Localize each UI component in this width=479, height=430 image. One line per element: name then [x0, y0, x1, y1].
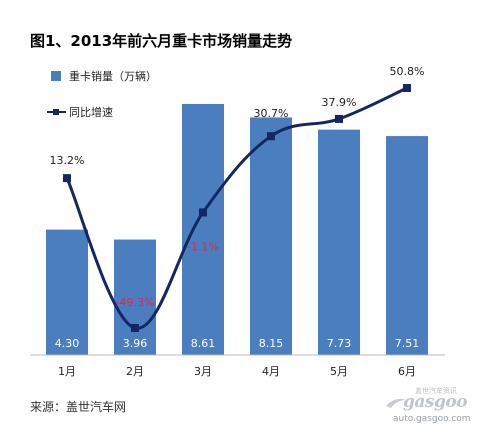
bar-value-label: 3.96 — [123, 337, 148, 350]
growth-marker — [335, 114, 343, 123]
x-axis-ticks: 1月 2月 3月 4月 5月 6月 — [58, 365, 416, 378]
x-tick-label: 3月 — [194, 365, 212, 378]
x-tick-label: 2月 — [126, 365, 144, 378]
x-tick-label: 5月 — [330, 365, 348, 378]
growth-value-label: 30.7% — [254, 107, 289, 120]
logo-swoosh-icon — [386, 398, 406, 408]
bar-value-label: 7.73 — [327, 337, 352, 350]
legend-line-marker — [53, 109, 59, 115]
bar-6 — [386, 136, 428, 355]
x-tick-label: 6月 — [398, 365, 416, 378]
bar-2 — [114, 239, 156, 355]
logo-cn-text: 盖世汽车资讯 — [415, 387, 457, 395]
bar-5 — [318, 129, 360, 355]
legend: 重卡销量（万辆） 同比增速 — [47, 69, 157, 119]
growth-marker — [403, 84, 411, 92]
growth-marker — [131, 324, 139, 332]
growth-marker — [63, 174, 71, 183]
growth-value-label: 37.9% — [322, 96, 357, 109]
chart-title: 图1、2013年前六月重卡市场销量走势 — [30, 32, 293, 50]
growth-series: 13.2% -49.3% -1.1% 30.7% 37.9% 50.8% — [50, 65, 425, 332]
growth-value-label: -1.1% — [187, 240, 219, 253]
bar-value-label: 4.30 — [55, 337, 80, 350]
x-tick-label: 1月 — [58, 365, 76, 378]
source-note: 来源：盖世汽车网 — [30, 400, 127, 414]
growth-marker — [199, 208, 207, 217]
x-tick-label: 4月 — [262, 365, 280, 378]
legend-bar-label: 重卡销量（万辆） — [69, 69, 157, 83]
logo-url-text: auto.gasgoo.com — [393, 414, 471, 424]
bar-value-label: 7.51 — [395, 337, 420, 350]
bar-1 — [46, 229, 88, 355]
bar-value-label: 8.61 — [191, 337, 216, 350]
growth-value-label: 50.8% — [390, 65, 425, 78]
bar-3 — [182, 104, 224, 355]
legend-line-label: 同比增速 — [69, 105, 113, 119]
gasgoo-logo: 盖世汽车资讯 gasgoo auto.gasgoo.com — [385, 387, 471, 426]
growth-value-label: 13.2% — [50, 154, 85, 167]
bar-value-label: 8.15 — [259, 337, 284, 350]
bar-series: 4.30 3.96 8.61 8.15 7.73 7.51 — [46, 104, 428, 355]
logo-main-text: gasgoo — [403, 392, 468, 412]
bar-4 — [250, 117, 292, 355]
growth-value-label: -49.3% — [116, 296, 155, 309]
growth-marker — [267, 132, 275, 141]
legend-bar-swatch — [51, 71, 61, 81]
